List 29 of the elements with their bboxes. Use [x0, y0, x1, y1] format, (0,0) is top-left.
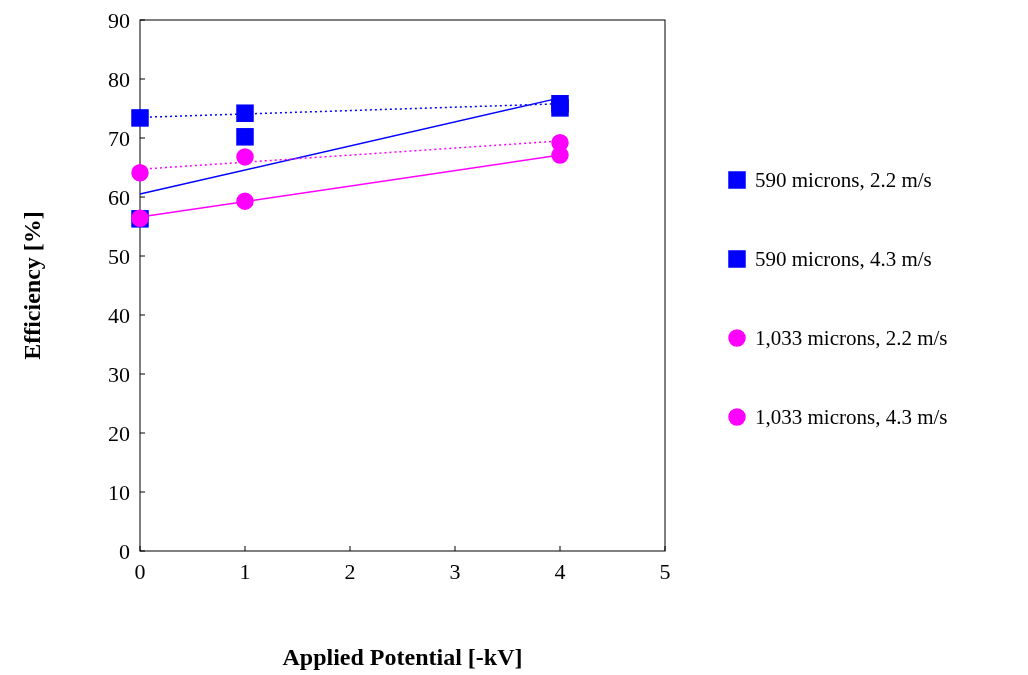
- y-tick-label: 60: [108, 184, 130, 210]
- y-tick-label: 30: [108, 361, 130, 387]
- point: [236, 192, 254, 210]
- y-axis-title: Efficiency [%]: [19, 211, 45, 360]
- legend-label: 1,033 microns, 2.2 m/s: [755, 326, 948, 351]
- x-tick-label: 3: [449, 559, 461, 584]
- y-tick-label: 10: [108, 479, 130, 505]
- x-tick-label: 0: [134, 559, 146, 584]
- x-tick-label: 2: [344, 559, 356, 584]
- point: [236, 148, 254, 166]
- x-tick-label: 1: [239, 559, 251, 584]
- x-axis-title: Applied Potential [-kV]: [282, 644, 523, 670]
- point: [131, 164, 149, 182]
- point: [236, 104, 254, 122]
- y-tick-label: 80: [108, 66, 130, 92]
- y-tick-label: 20: [108, 420, 130, 446]
- x-tick-label: 5: [659, 559, 671, 584]
- y-tick-label: 90: [108, 7, 130, 33]
- y-tick-label: 50: [108, 243, 130, 269]
- point: [131, 109, 149, 127]
- x-tick-label: 4: [554, 559, 566, 584]
- point: [551, 99, 569, 117]
- y-tick-label: 40: [108, 302, 130, 328]
- legend-label: 1,033 microns, 4.3 m/s: [755, 405, 948, 430]
- y-tick-label: 70: [108, 125, 130, 151]
- y-tick-label: 0: [119, 538, 130, 564]
- legend-label: 590 microns, 4.3 m/s: [755, 247, 932, 272]
- legend-label: 590 microns, 2.2 m/s: [755, 168, 932, 193]
- point: [236, 128, 254, 146]
